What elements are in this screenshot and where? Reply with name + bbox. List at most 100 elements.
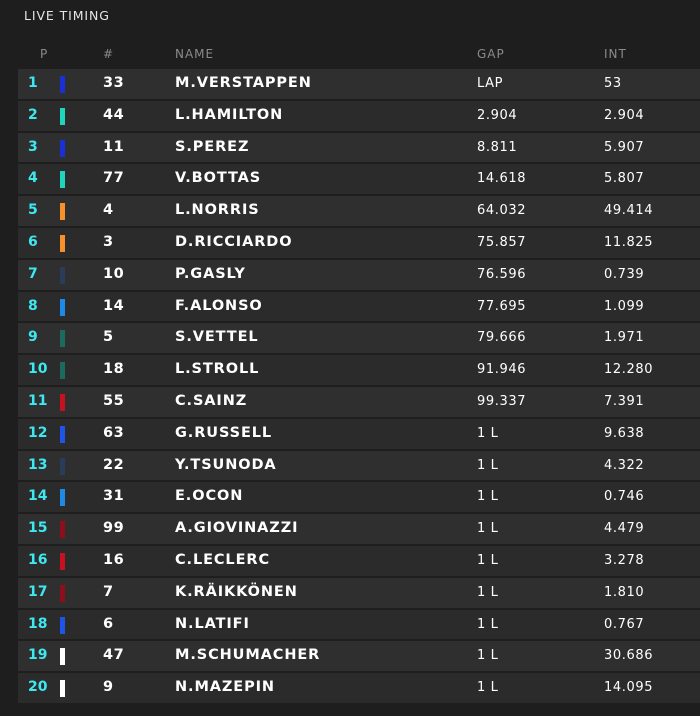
column-header-gap: GAP [477, 47, 505, 61]
table-row[interactable]: 19 47 M.SCHUMACHER 1 L 30.686 [18, 641, 700, 672]
table-row[interactable]: 8 14 F.ALONSO 77.695 1.099 [18, 291, 700, 322]
team-color-bar [60, 425, 65, 443]
interval-cell: 0.739 [604, 266, 645, 282]
interval-cell: 5.807 [604, 171, 645, 187]
car-number-cell: 47 [103, 647, 125, 664]
table-row[interactable]: 10 18 L.STROLL 91.946 12.280 [18, 355, 700, 385]
gap-cell: 1 L [477, 584, 499, 600]
team-color-bar [60, 584, 65, 602]
team-color-bar [60, 298, 65, 316]
table-row[interactable]: 6 3 D.RICCIARDO 75.857 11.825 [18, 227, 700, 258]
car-number-cell: 11 [103, 138, 125, 155]
position-cell: 19 [28, 647, 48, 664]
team-color-bar [60, 616, 65, 634]
car-number-cell: 16 [103, 551, 125, 568]
position-cell: 12 [28, 424, 48, 441]
gap-cell: 76.596 [477, 266, 527, 282]
car-number-cell: 63 [103, 424, 125, 441]
car-number-cell: 7 [103, 583, 114, 600]
car-number-cell: 5 [103, 329, 114, 346]
position-cell: 16 [28, 551, 48, 568]
position-cell: 3 [28, 138, 38, 155]
table-row[interactable]: 13 22 Y.TSUNODA 1 L 4.322 [18, 450, 700, 481]
table-row[interactable]: 11 55 C.SAINZ 99.337 7.391 [18, 386, 700, 417]
gap-cell: 1 L [477, 457, 499, 473]
car-number-cell: 10 [103, 265, 125, 282]
team-color-bar [60, 457, 65, 475]
gap-cell: 77.695 [477, 298, 527, 314]
driver-name-cell: M.VERSTAPPEN [175, 75, 312, 91]
driver-name-cell: Y.TSUNODA [175, 456, 277, 473]
driver-name-cell: K.RÄIKKÖNEN [175, 583, 298, 600]
car-number-cell: 9 [103, 679, 114, 696]
interval-cell: 11.825 [604, 234, 654, 250]
driver-name-cell: L.NORRIS [175, 202, 260, 219]
driver-name-cell: N.LATIFI [175, 615, 250, 632]
column-header-name: NAME [175, 47, 215, 61]
position-cell: 2 [28, 106, 38, 123]
table-row[interactable]: 4 77 V.BOTTAS 14.618 5.807 [18, 164, 700, 195]
car-number-cell: 33 [103, 75, 125, 91]
driver-name-cell: S.VETTEL [175, 329, 259, 346]
team-color-bar [60, 521, 65, 539]
position-cell: 20 [28, 679, 48, 696]
table-row[interactable]: 7 10 P.GASLY 76.596 0.739 [18, 259, 700, 290]
gap-cell: 1 L [477, 489, 499, 505]
gap-cell: 99.337 [477, 393, 527, 409]
interval-cell: 7.391 [604, 393, 645, 409]
column-header-interval: INT [604, 47, 627, 61]
interval-cell: 4.479 [604, 521, 645, 537]
table-row[interactable]: 2 44 L.HAMILTON 2.904 2.904 [18, 100, 700, 131]
table-row[interactable]: 14 31 E.OCON 1 L 0.746 [18, 482, 700, 513]
position-cell: 1 [28, 75, 38, 91]
interval-cell: 3.278 [604, 552, 645, 568]
gap-cell: 1 L [477, 680, 499, 696]
gap-cell: 2.904 [477, 107, 518, 123]
car-number-cell: 31 [103, 488, 125, 505]
interval-cell: 49.414 [604, 203, 654, 219]
interval-cell: 1.971 [604, 330, 645, 346]
position-cell: 4 [28, 170, 38, 187]
gap-cell: 1 L [477, 552, 499, 568]
driver-name-cell: V.BOTTAS [175, 170, 262, 187]
table-row[interactable]: 3 11 S.PEREZ 8.811 5.907 [18, 132, 700, 163]
interval-cell: 2.904 [604, 107, 645, 123]
position-cell: 7 [28, 265, 38, 282]
team-color-bar [60, 393, 65, 411]
table-row[interactable]: 12 63 G.RUSSELL 1 L 9.638 [18, 418, 700, 449]
table-row[interactable]: 15 99 A.GIOVINAZZI 1 L 4.479 [18, 514, 700, 544]
team-color-bar [60, 266, 65, 284]
driver-name-cell: M.SCHUMACHER [175, 647, 321, 664]
team-color-bar [60, 552, 65, 570]
table-row[interactable]: 17 7 K.RÄIKKÖNEN 1 L 1.810 [18, 577, 700, 608]
gap-cell: 1 L [477, 521, 499, 537]
gap-cell: 91.946 [477, 362, 527, 378]
interval-cell: 12.280 [604, 362, 654, 378]
position-cell: 10 [28, 361, 48, 378]
table-row[interactable]: 20 9 N.MAZEPIN 1 L 14.095 [18, 673, 700, 703]
car-number-cell: 3 [103, 233, 114, 250]
table-row[interactable]: 1 33 M.VERSTAPPEN LAP 53 [18, 69, 700, 99]
driver-name-cell: C.SAINZ [175, 392, 248, 409]
interval-cell: 14.095 [604, 680, 654, 696]
driver-name-cell: A.GIOVINAZZI [175, 520, 299, 537]
table-row[interactable]: 18 6 N.LATIFI 1 L 0.767 [18, 609, 700, 640]
interval-cell: 4.322 [604, 457, 645, 473]
team-color-bar [60, 330, 65, 348]
driver-name-cell: L.STROLL [175, 361, 260, 378]
position-cell: 9 [28, 329, 38, 346]
position-cell: 5 [28, 202, 38, 219]
table-row[interactable]: 16 16 C.LECLERC 1 L 3.278 [18, 545, 700, 576]
table-row[interactable]: 5 4 L.NORRIS 64.032 49.414 [18, 196, 700, 226]
car-number-cell: 4 [103, 202, 114, 219]
driver-name-cell: S.PEREZ [175, 138, 250, 155]
car-number-cell: 14 [103, 297, 125, 314]
car-number-cell: 99 [103, 520, 125, 537]
car-number-cell: 22 [103, 456, 125, 473]
column-header-number: # [103, 47, 115, 61]
table-row[interactable]: 9 5 S.VETTEL 79.666 1.971 [18, 323, 700, 354]
team-color-bar [60, 203, 65, 221]
interval-cell: 0.767 [604, 616, 645, 632]
timing-table: 1 33 M.VERSTAPPEN LAP 53 2 44 L.HAMILTON 2.904 2.… [18, 69, 700, 705]
driver-name-cell: L.HAMILTON [175, 106, 284, 123]
